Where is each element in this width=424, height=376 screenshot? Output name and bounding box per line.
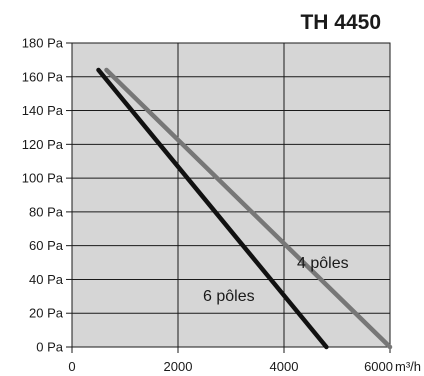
x-tick-label: 2000 — [164, 359, 193, 374]
y-axis-ticks: 0 Pa 20 Pa 40 Pa 60 Pa 80 Pa 100 Pa 120 Pa 140 … — [22, 36, 72, 355]
y-tick-label: 20 Pa — [29, 306, 64, 321]
series-label-4-poles: 4 pôles — [297, 255, 349, 272]
y-tick-label: 180 Pa — [22, 36, 64, 51]
y-tick-label: 160 Pa — [22, 69, 64, 84]
x-tick-label: 0 — [68, 359, 75, 374]
x-unit-label: m³/h — [395, 359, 421, 374]
y-tick-label: 0 Pa — [36, 340, 64, 355]
series-line-6-poles — [96, 67, 329, 350]
y-tick-label: 80 Pa — [29, 204, 64, 219]
y-tick-label: 60 Pa — [29, 238, 64, 253]
x-tick-label: 4000 — [270, 359, 299, 374]
y-tick-label: 120 Pa — [22, 137, 64, 152]
series-label-6-poles: 6 pôles — [203, 288, 255, 305]
gridlines — [72, 43, 390, 347]
series-line-4-poles — [104, 67, 393, 350]
x-tick-label: 6000 — [364, 359, 393, 374]
y-tick-label: 40 Pa — [29, 272, 64, 287]
y-tick-label: 100 Pa — [22, 171, 64, 186]
chart-title: TH 4450 — [300, 11, 381, 34]
y-tick-label: 140 Pa — [22, 103, 64, 118]
x-axis-ticks: 0 2000 4000 6000 — [68, 347, 393, 374]
series-lines — [96, 67, 393, 350]
